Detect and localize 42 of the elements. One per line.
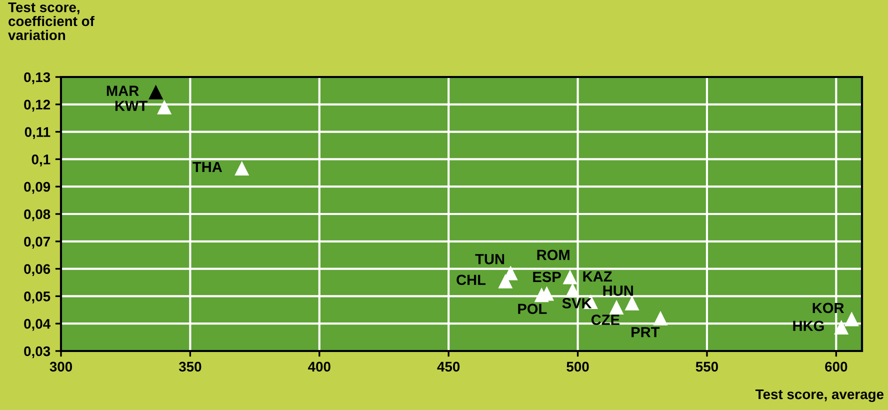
annotation: PRT: [632, 327, 660, 338]
y-tick-label: 0,03: [24, 346, 50, 358]
x-tick-label: 550: [696, 362, 718, 372]
y-tick-label: 0,11: [24, 127, 50, 139]
point: [234, 160, 250, 176]
point: [534, 288, 549, 302]
y-tick-label: 0,08: [24, 209, 50, 222]
x-tick-label: 450: [437, 362, 460, 372]
point: [834, 320, 849, 334]
point: [653, 310, 668, 326]
y-tick-label: 0,12: [24, 100, 50, 112]
point: [624, 296, 640, 310]
x-axis-title: Test score, average: [755, 390, 884, 402]
y-tick-label: 0,09: [24, 182, 50, 194]
annotation: TUN: [475, 254, 504, 264]
y-axis-title: Test score, coefficient of variation: [8, 2, 94, 40]
y-tick-label: 0,07: [24, 236, 50, 249]
annotation: HUN: [603, 286, 633, 296]
point: [844, 312, 859, 326]
y-tick-label: 0,05: [24, 292, 50, 304]
y-tick-label: 0,06: [24, 264, 50, 276]
point: [148, 84, 164, 100]
annotation: POL: [518, 304, 547, 314]
y-tick-label: 0,13: [24, 72, 50, 84]
point: [562, 270, 578, 284]
x-tick-label: 350: [178, 362, 202, 372]
x-tick-label: 500: [566, 362, 589, 372]
point: [157, 100, 172, 114]
point: [498, 274, 513, 288]
annotation: MAR: [106, 86, 139, 96]
annotation: CHL: [456, 274, 486, 286]
point: [609, 300, 624, 314]
y-tick-label: 0,1: [32, 154, 50, 166]
annotation: KAZ: [583, 271, 612, 282]
annotation: THA: [192, 162, 222, 172]
x-tick-label: 400: [308, 362, 330, 372]
y-tick-label: 0,04: [24, 318, 51, 331]
x-tick-label: 600: [825, 362, 848, 372]
point: [565, 282, 580, 298]
x-tick-label: 300: [50, 362, 72, 372]
annotation: ROM: [537, 250, 570, 260]
annotation: ESP: [533, 272, 561, 282]
